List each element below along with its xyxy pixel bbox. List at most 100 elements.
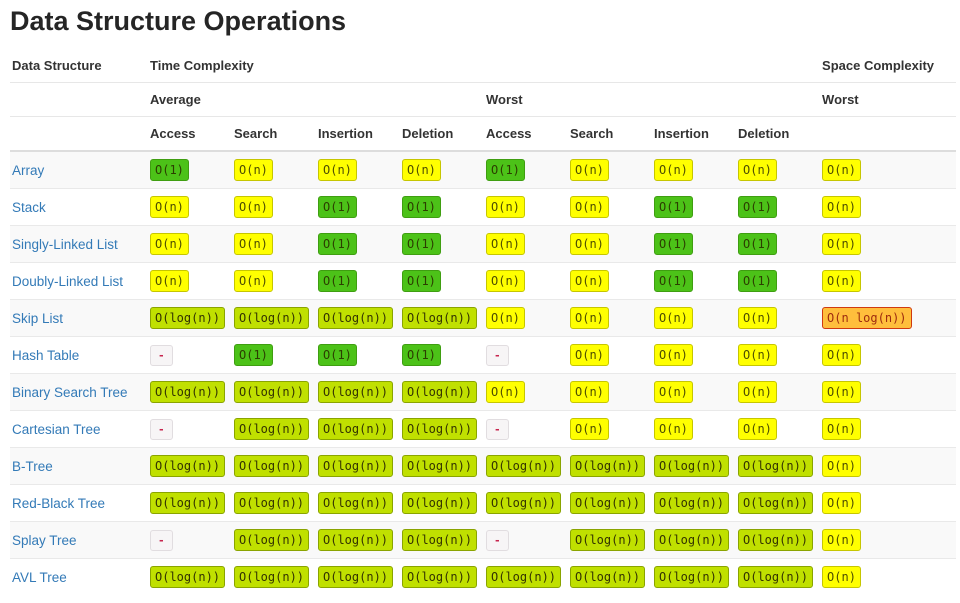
complexity-cell: O(n)	[568, 337, 652, 374]
header-avg-access: Access	[148, 116, 232, 152]
complexity-badge: O(log(n))	[234, 529, 310, 551]
row-link[interactable]: Array	[12, 162, 45, 178]
complexity-badge: O(n)	[234, 270, 273, 292]
complexity-badge: O(log(n))	[738, 566, 814, 588]
header-worst-access: Access	[484, 116, 568, 152]
complexity-badge: O(log(n))	[402, 492, 478, 514]
row-link[interactable]: Binary Search Tree	[12, 384, 128, 400]
table-row: Binary Search Tree O(log(n)) O(log(n)) O(lo…	[10, 373, 957, 411]
complexity-badge: O(1)	[654, 196, 693, 218]
row-link[interactable]: Hash Table	[12, 347, 80, 363]
complexity-cell: O(1)	[316, 189, 400, 226]
complexity-badge: O(log(n))	[318, 529, 394, 551]
complexity-cell: O(log(n))	[232, 411, 316, 448]
complexity-badge: O(log(n))	[234, 381, 310, 403]
row-name-cell: Doubly-Linked List	[10, 263, 148, 300]
complexity-badge: O(log(n))	[150, 307, 226, 329]
complexity-cell: O(log(n))	[232, 374, 316, 411]
complexity-badge: O(n)	[150, 270, 189, 292]
row-link[interactable]: Stack	[12, 199, 46, 215]
row-link[interactable]: Skip List	[12, 310, 64, 326]
complexity-badge: O(n)	[570, 418, 609, 440]
complexity-badge: O(n)	[654, 418, 693, 440]
complexity-cell: O(log(n))	[568, 485, 652, 522]
complexity-cell: O(n)	[820, 151, 956, 189]
complexity-cell: O(1)	[652, 263, 736, 300]
complexity-badge: O(n)	[486, 270, 525, 292]
complexity-cell: O(n)	[820, 337, 956, 374]
complexity-badge: -	[150, 529, 173, 551]
complexity-badge: O(log(n))	[402, 455, 478, 477]
complexity-cell: O(log(n))	[232, 522, 316, 559]
complexity-badge: O(n)	[738, 344, 777, 366]
table-row: Stack O(n) O(n) O(1) O(1) O(n) O(n) O(1) O(1) O(n…	[10, 188, 957, 226]
complexity-badge: O(n)	[822, 492, 861, 514]
complexity-cell: O(n)	[148, 263, 232, 300]
complexity-badge: -	[150, 418, 173, 440]
row-link[interactable]: AVL Tree	[12, 569, 67, 585]
complexity-cell: O(log(n))	[148, 485, 232, 522]
complexity-cell: -	[484, 522, 568, 559]
row-name-cell: Array	[10, 151, 148, 189]
complexity-cell: O(1)	[400, 263, 484, 300]
row-name-cell: Singly-Linked List	[10, 226, 148, 263]
row-link[interactable]: B-Tree	[12, 458, 53, 474]
table-row: Cartesian Tree - O(log(n)) O(log(n)) O(log(n…	[10, 410, 957, 448]
header-operation-row: Access Search Insertion Deletion Access …	[10, 116, 957, 152]
complexity-cell: O(n)	[820, 448, 956, 485]
complexity-badge: O(n)	[822, 270, 861, 292]
row-name-cell: Hash Table	[10, 337, 148, 374]
complexity-badge: O(log(n))	[486, 566, 562, 588]
complexity-cell: O(1)	[736, 189, 820, 226]
complexity-cell: -	[148, 411, 232, 448]
row-link[interactable]: Cartesian Tree	[12, 421, 101, 437]
complexity-badge: O(log(n))	[150, 566, 226, 588]
complexity-badge: O(log(n))	[402, 566, 478, 588]
complexity-badge: O(log(n))	[234, 492, 310, 514]
complexity-cell: O(log(n))	[316, 559, 400, 596]
complexity-cell: O(1)	[232, 337, 316, 374]
complexity-badge: O(log(n))	[150, 492, 226, 514]
complexity-badge: O(log(n))	[402, 307, 478, 329]
complexity-badge: O(log(n))	[570, 566, 646, 588]
header-avg-deletion: Deletion	[400, 116, 484, 152]
complexity-badge: O(n)	[486, 196, 525, 218]
complexity-badge: O(n)	[822, 566, 861, 588]
complexity-cell: O(n)	[652, 151, 736, 189]
complexity-badge: O(n)	[654, 307, 693, 329]
complexity-badge: O(1)	[318, 344, 357, 366]
header-data-structure: Data Structure	[10, 49, 148, 83]
row-link[interactable]: Singly-Linked List	[12, 236, 118, 252]
table-header: Data Structure Time Complexity Space Com…	[10, 49, 957, 152]
complexity-cell: O(n)	[820, 485, 956, 522]
complexity-badge: O(log(n))	[570, 529, 646, 551]
complexity-badge: O(n)	[822, 344, 861, 366]
table-row: AVL Tree O(log(n)) O(log(n)) O(log(n)) O(log…	[10, 558, 957, 596]
table-row: Splay Tree - O(log(n)) O(log(n)) O(log(n)) - O…	[10, 521, 957, 559]
complexity-badge: O(n)	[654, 159, 693, 181]
row-link[interactable]: Splay Tree	[12, 532, 77, 548]
complexity-cell: O(n)	[652, 374, 736, 411]
complexity-cell: O(n)	[820, 263, 956, 300]
row-link[interactable]: Red-Black Tree	[12, 495, 106, 511]
complexity-badge: -	[150, 344, 173, 366]
complexity-badge: O(n)	[738, 159, 777, 181]
complexity-cell: O(n)	[736, 411, 820, 448]
row-name-cell: B-Tree	[10, 448, 148, 485]
complexity-cell: O(n)	[568, 411, 652, 448]
table-row: B-Tree O(log(n)) O(log(n)) O(log(n)) O(log(n…	[10, 447, 957, 485]
complexity-cell: O(log(n))	[232, 448, 316, 485]
complexity-cell: O(1)	[652, 226, 736, 263]
complexity-badge: O(1)	[150, 159, 189, 181]
complexity-badge: O(n)	[570, 270, 609, 292]
complexity-badge: O(n)	[234, 196, 273, 218]
row-link[interactable]: Doubly-Linked List	[12, 273, 124, 289]
header-case-row: Average Worst Worst	[10, 82, 957, 117]
complexity-cell: O(1)	[316, 263, 400, 300]
complexity-badge: O(log(n))	[738, 492, 814, 514]
complexity-badge: O(n)	[570, 381, 609, 403]
complexity-cell: O(log(n))	[316, 485, 400, 522]
complexity-badge: O(log(n))	[318, 566, 394, 588]
data-structure-operations-table: Data Structure Time Complexity Space Com…	[10, 49, 957, 596]
